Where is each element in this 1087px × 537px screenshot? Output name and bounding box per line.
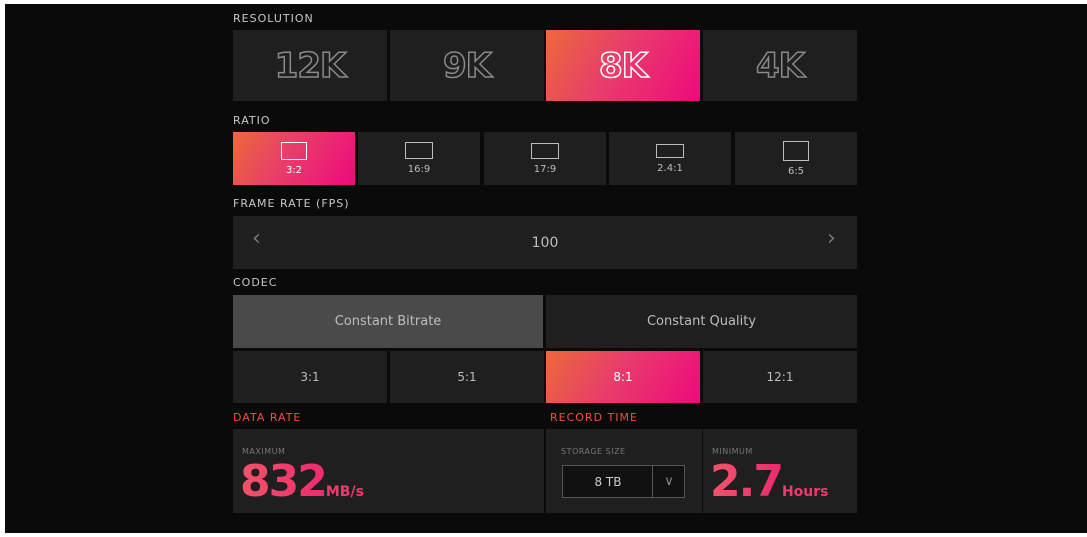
ratio-icon (656, 143, 684, 158)
codec-option[interactable]: 5:1 (390, 351, 544, 403)
storage-dropdown[interactable]: 8 TB ∨ (562, 465, 685, 498)
caption: MINIMUM (712, 447, 753, 456)
option-label: 16:9 (407, 164, 431, 175)
ratio-option[interactable]: 2.4:1 (609, 132, 731, 185)
section-label: RATIO (233, 114, 271, 127)
ratio-icon (783, 140, 809, 161)
option-label: Constant Quality (646, 314, 757, 329)
dropdown-value: 8 TB (594, 474, 622, 489)
resolution-option[interactable]: 9K (390, 30, 544, 101)
data-rate-readout: 832MB/s (240, 456, 540, 507)
ratio-option[interactable]: 3:2 (233, 132, 355, 185)
option-label: 8:1 (613, 370, 633, 384)
frame-rate-stepper: 100 (233, 216, 857, 269)
frame-rate-value: 100 (531, 234, 559, 251)
prev-button[interactable]: ‹ (252, 226, 261, 251)
option-label: Constant Bitrate (334, 314, 442, 329)
codec-mode[interactable]: Constant Quality (546, 295, 857, 348)
record-time-readout: 2.7Hours (710, 456, 860, 507)
caption: MAXIMUM (242, 447, 286, 456)
section-label: CODEC (233, 276, 278, 289)
option-label: 9K (442, 45, 493, 87)
codec-option[interactable]: 12:1 (703, 351, 857, 403)
codec-option[interactable]: 3:1 (233, 351, 387, 403)
data-rate-panel (233, 429, 544, 513)
dropdown-divider (652, 466, 653, 497)
data-rate-unit: MB/s (325, 484, 364, 500)
caption: STORAGE SIZE (561, 447, 626, 456)
ratio-option[interactable]: 6:5 (735, 132, 857, 185)
option-label: 8K (598, 45, 649, 87)
option-label: 2.4:1 (657, 162, 683, 174)
next-button[interactable]: › (827, 226, 836, 251)
ratio-icon (531, 142, 559, 159)
codec-option[interactable]: 8:1 (546, 351, 700, 403)
data-rate-value: 832 (240, 456, 328, 507)
ratio-option[interactable]: 16:9 (358, 132, 480, 185)
resolution-option[interactable]: 12K (233, 30, 387, 101)
section-label: FRAME RATE (FPS) (233, 197, 350, 210)
resolution-option[interactable]: 8K (546, 30, 700, 101)
section-label: RECORD TIME (550, 411, 638, 424)
section-label: DATA RATE (233, 411, 302, 424)
app: RESOLUTION 12K 9K 8K 4K RATIO 3:2 16:9 17:9 2.4:1… (5, 0, 1087, 533)
resolution-option[interactable]: 4K (703, 30, 857, 101)
option-label: 12:1 (766, 370, 794, 384)
option-label: 5:1 (457, 370, 477, 384)
record-time-value: 2.7 (710, 456, 784, 507)
option-label: 3:2 (285, 164, 303, 176)
section-label: RESOLUTION (233, 12, 314, 25)
frame-edge (891, 0, 1087, 4)
ratio-option[interactable]: 17:9 (484, 132, 606, 185)
option-label: 12K (274, 45, 347, 87)
record-time-unit: Hours (781, 484, 829, 500)
option-label: 17:9 (533, 163, 557, 175)
ratio-icon (405, 142, 433, 159)
dropdown-arrow: ∨ (664, 474, 674, 489)
minimum-panel (703, 429, 857, 513)
option-label: 3:1 (300, 370, 320, 384)
option-label: 4K (755, 45, 806, 87)
option-label: 6:5 (787, 165, 805, 177)
ratio-icon (281, 141, 307, 160)
codec-mode[interactable]: Constant Bitrate (233, 295, 543, 348)
